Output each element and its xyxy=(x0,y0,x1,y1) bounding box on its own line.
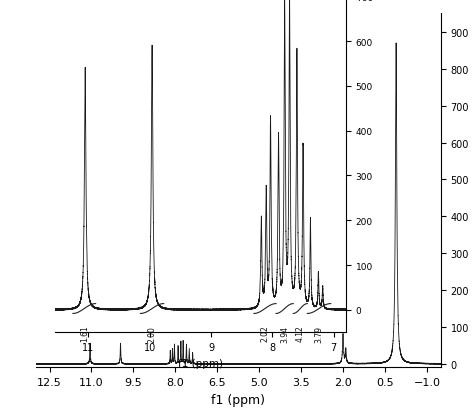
Text: 3.94: 3.94 xyxy=(280,325,289,342)
Text: 2.00: 2.00 xyxy=(147,325,156,342)
X-axis label: f1 (ppm): f1 (ppm) xyxy=(178,358,223,368)
Text: 2.02: 2.02 xyxy=(261,325,270,342)
Text: 1.61: 1.61 xyxy=(81,325,90,342)
Text: 4.12: 4.12 xyxy=(295,325,304,342)
Text: 3.79: 3.79 xyxy=(315,325,324,342)
X-axis label: f1 (ppm): f1 (ppm) xyxy=(211,393,265,406)
